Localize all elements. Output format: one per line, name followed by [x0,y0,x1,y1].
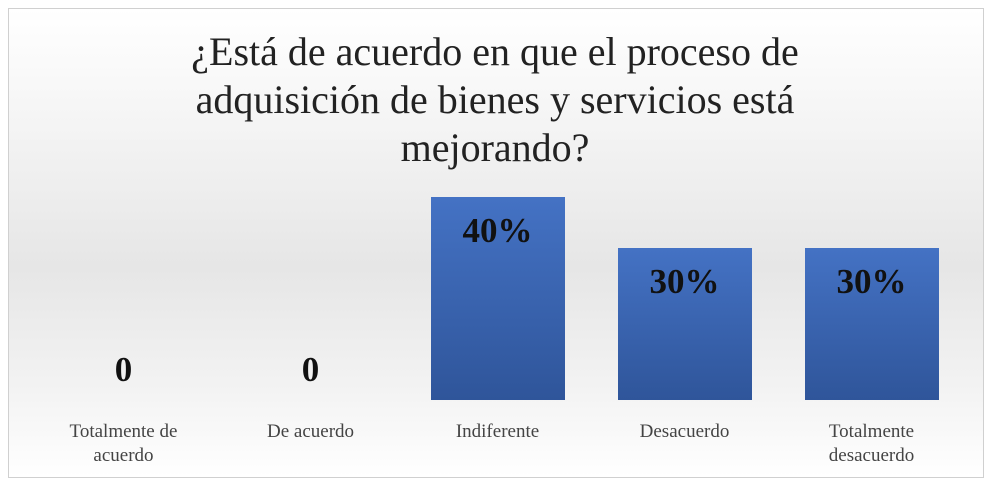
data-label: 30% [649,261,720,301]
x-tick-label: Indiferente [455,421,540,442]
chart-title: ¿Está de acuerdo en que el proceso de ad… [191,29,799,170]
bar [430,197,565,400]
data-label: 0 [114,350,133,389]
x-tick-label: Desacuerdo [639,421,730,442]
data-label: 40% [462,211,533,250]
x-tick-label: Totalmente desacuerdo [828,421,915,466]
bar [617,247,752,400]
data-label: 0 [301,350,320,389]
data-label: 30% [836,261,907,301]
x-tick-label: De acuerdo [266,421,355,442]
x-tick-label: Totalmente de acuerdo [69,421,178,466]
bar [804,247,939,400]
